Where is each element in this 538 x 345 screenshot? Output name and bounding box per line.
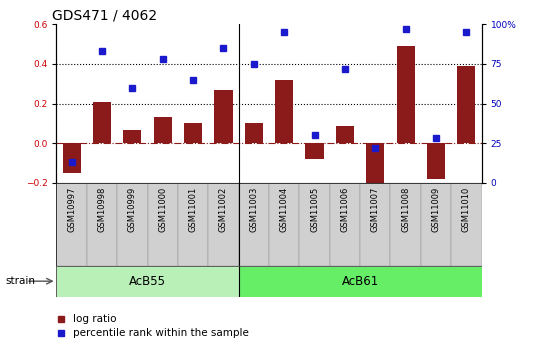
FancyBboxPatch shape	[299, 183, 330, 266]
Text: GSM11010: GSM11010	[462, 187, 471, 232]
Bar	[275, 80, 293, 143]
Text: GSM11005: GSM11005	[310, 187, 319, 232]
Text: GSM10997: GSM10997	[67, 187, 76, 233]
Text: GSM10998: GSM10998	[97, 187, 107, 233]
Text: AcB61: AcB61	[342, 275, 379, 288]
FancyBboxPatch shape	[178, 183, 208, 266]
Text: strain: strain	[5, 276, 36, 286]
FancyBboxPatch shape	[360, 183, 391, 266]
Bar	[123, 130, 141, 143]
Bar	[93, 101, 111, 143]
Bar	[245, 124, 263, 143]
FancyBboxPatch shape	[239, 266, 482, 297]
Text: GSM11007: GSM11007	[371, 187, 380, 233]
FancyBboxPatch shape	[56, 183, 87, 266]
Text: GSM11002: GSM11002	[219, 187, 228, 232]
Bar	[154, 117, 172, 143]
Text: GSM11006: GSM11006	[341, 187, 349, 233]
Bar	[366, 143, 384, 189]
FancyBboxPatch shape	[87, 183, 117, 266]
FancyBboxPatch shape	[330, 183, 360, 266]
Bar	[214, 90, 232, 143]
Bar	[184, 124, 202, 143]
Bar	[336, 126, 354, 143]
Bar	[306, 143, 324, 159]
Text: GDS471 / 4062: GDS471 / 4062	[52, 9, 157, 23]
FancyBboxPatch shape	[117, 183, 147, 266]
FancyBboxPatch shape	[421, 183, 451, 266]
Text: GSM11003: GSM11003	[249, 187, 258, 233]
Bar	[397, 46, 415, 143]
FancyBboxPatch shape	[208, 183, 239, 266]
FancyBboxPatch shape	[147, 183, 178, 266]
Text: GSM11004: GSM11004	[280, 187, 289, 232]
Text: percentile rank within the sample: percentile rank within the sample	[74, 328, 250, 338]
FancyBboxPatch shape	[239, 183, 269, 266]
Text: GSM11001: GSM11001	[189, 187, 197, 232]
Bar	[62, 143, 81, 173]
Text: GSM11008: GSM11008	[401, 187, 410, 233]
Text: GSM10999: GSM10999	[128, 187, 137, 232]
Text: GSM11000: GSM11000	[158, 187, 167, 232]
Text: AcB55: AcB55	[129, 275, 166, 288]
FancyBboxPatch shape	[269, 183, 299, 266]
FancyBboxPatch shape	[391, 183, 421, 266]
FancyBboxPatch shape	[451, 183, 482, 266]
Text: log ratio: log ratio	[74, 314, 117, 324]
FancyBboxPatch shape	[56, 266, 239, 297]
Bar	[457, 66, 476, 143]
Text: GSM11009: GSM11009	[431, 187, 441, 232]
Bar	[427, 143, 445, 179]
